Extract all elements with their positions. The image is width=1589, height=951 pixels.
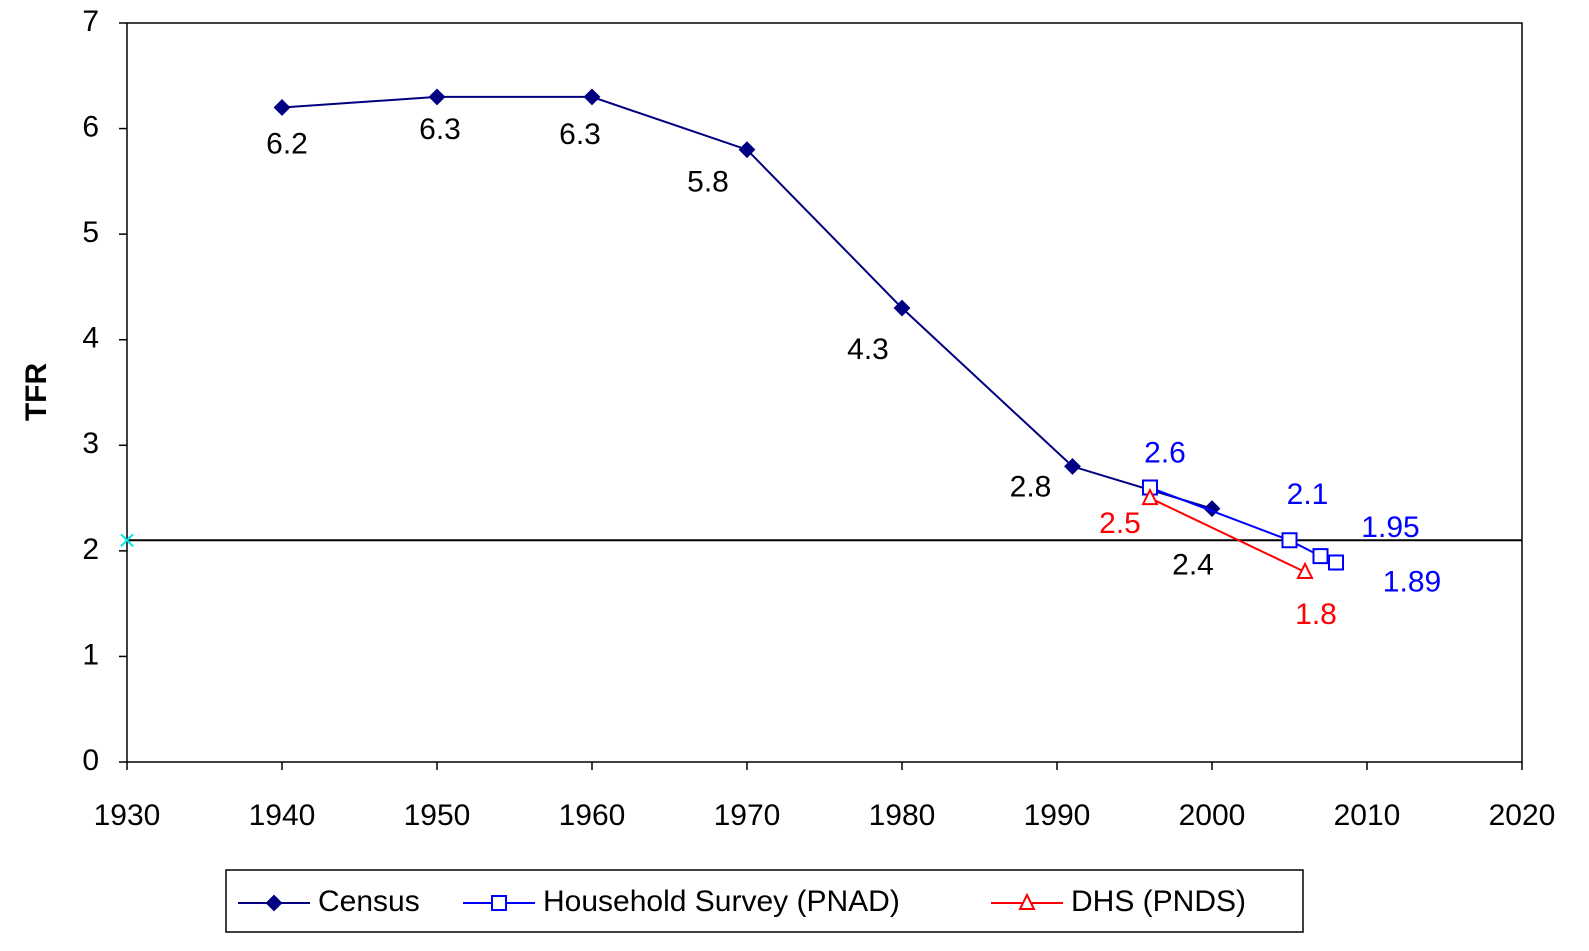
x-tick-label: 2020 (1489, 799, 1556, 832)
y-tick-label: 7 (82, 5, 99, 38)
x-tick-label: 1940 (249, 799, 316, 832)
x-tick-label: 1980 (869, 799, 936, 832)
data-label: 2.6 (1144, 436, 1186, 469)
point-marker (428, 88, 446, 106)
x-tick-label: 1970 (714, 799, 781, 832)
point-marker (1141, 487, 1159, 506)
x-tick-label: 1990 (1024, 799, 1091, 832)
y-axis-label: TFR (20, 363, 53, 422)
point-marker (1142, 479, 1158, 496)
legend-label: DHS (PNDS) (1071, 885, 1246, 918)
point-marker (1328, 554, 1344, 571)
point-marker (893, 299, 911, 317)
reference-marker (120, 533, 134, 548)
series-line (1149, 497, 1306, 573)
legend-marker (1018, 892, 1036, 910)
point-marker (738, 141, 756, 159)
point-marker (1312, 548, 1329, 565)
legend-marker (491, 895, 507, 911)
y-tick-label: 3 (82, 427, 99, 460)
series-line (281, 95, 1213, 510)
point-marker (273, 99, 291, 116)
plot-area (126, 22, 1523, 763)
data-label: 2.8 (1010, 470, 1052, 503)
y-tick-label: 4 (82, 322, 99, 355)
x-tick-label: 1930 (94, 799, 161, 832)
point-marker (1296, 561, 1314, 579)
y-tick-label: 2 (82, 533, 99, 566)
data-label: 6.3 (559, 118, 601, 151)
legend-label: Household Survey (PNAD) (543, 885, 900, 918)
y-tick-label: 5 (82, 216, 99, 249)
legend-label: Census (318, 885, 420, 918)
x-tick-label: 2000 (1179, 799, 1246, 832)
data-label: 1.89 (1383, 565, 1441, 598)
legend (225, 869, 1304, 933)
point-marker (1064, 457, 1081, 475)
x-tick-label: 2010 (1334, 799, 1401, 832)
x-tick-label: 1950 (404, 799, 471, 832)
data-label: 2.5 (1099, 507, 1141, 540)
point-marker (1281, 532, 1298, 549)
data-label: 6.3 (419, 113, 461, 146)
data-label: 1.95 (1361, 511, 1419, 544)
point-marker (1203, 500, 1221, 518)
y-tick-label: 1 (82, 638, 99, 671)
data-label: 1.8 (1295, 598, 1337, 631)
legend-marker (265, 894, 283, 912)
data-label: 6.2 (266, 127, 308, 160)
point-marker (583, 88, 601, 106)
y-tick-label: 0 (82, 744, 99, 777)
y-tick-label: 6 (82, 110, 99, 143)
data-label: 4.3 (847, 333, 889, 366)
x-tick-label: 1960 (559, 799, 626, 832)
data-label: 2.4 (1172, 549, 1214, 582)
data-label: 5.8 (687, 166, 729, 199)
data-label: 2.1 (1287, 478, 1329, 511)
